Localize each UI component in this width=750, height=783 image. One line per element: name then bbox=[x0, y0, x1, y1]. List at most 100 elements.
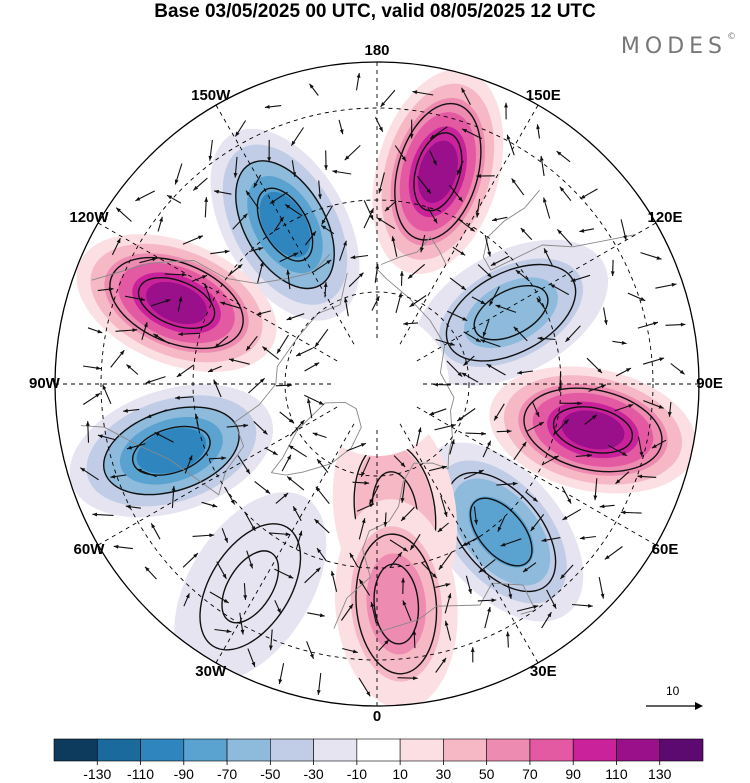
wind-arrow bbox=[243, 583, 248, 600]
wind-arrow bbox=[420, 234, 426, 253]
coastline bbox=[482, 189, 636, 271]
wind-arrow bbox=[264, 447, 278, 456]
coastline bbox=[270, 401, 362, 476]
wind-arrow bbox=[360, 457, 371, 478]
wind-arrow bbox=[154, 431, 174, 443]
meridian bbox=[416, 222, 657, 362]
contour-fill bbox=[464, 277, 558, 349]
height-contour bbox=[523, 387, 663, 473]
anomaly-neg-150w-trough bbox=[210, 128, 360, 321]
coastline bbox=[333, 268, 455, 629]
wind-arrow bbox=[541, 611, 552, 629]
wind-arrow bbox=[113, 544, 133, 550]
wind-arrow bbox=[477, 264, 493, 278]
height-contour bbox=[137, 276, 216, 330]
wind-arrow bbox=[486, 363, 506, 376]
coastline bbox=[80, 272, 348, 496]
wind-arrow bbox=[182, 552, 199, 568]
wind-arrow bbox=[139, 257, 158, 264]
wind-arrow bbox=[214, 628, 232, 633]
wind-arrow bbox=[584, 414, 598, 425]
wind-arrow bbox=[461, 87, 471, 106]
wind-arrow bbox=[637, 321, 659, 329]
wind-arrow bbox=[358, 677, 371, 697]
anomaly-neg-40w-weak bbox=[174, 492, 327, 682]
wind-arrow bbox=[183, 593, 190, 607]
meridian bbox=[416, 406, 657, 546]
wind-arrow bbox=[457, 218, 476, 232]
wind-arrow bbox=[667, 401, 672, 417]
meridian bbox=[215, 423, 355, 664]
wind-arrow bbox=[456, 160, 464, 176]
wind-arrow bbox=[637, 436, 644, 457]
wind-arrow bbox=[603, 307, 608, 325]
wind-arrow bbox=[320, 224, 335, 235]
wind-arrow bbox=[85, 421, 90, 443]
wind-arrow bbox=[490, 255, 510, 267]
wind-arrow bbox=[227, 263, 243, 277]
wind-arrow bbox=[290, 127, 304, 147]
wind-arrow bbox=[586, 357, 603, 374]
wind-arrow bbox=[593, 478, 598, 501]
wind-arrow bbox=[221, 528, 229, 543]
wind-arrow bbox=[461, 372, 479, 383]
longitude-label-lon-120e: 120E bbox=[647, 208, 683, 226]
wind-arrow bbox=[444, 593, 452, 614]
modes-logo: MODES© bbox=[621, 32, 736, 59]
wind-arrow bbox=[610, 259, 615, 277]
wind-arrow bbox=[245, 190, 260, 209]
wind-arrow bbox=[614, 403, 634, 412]
wind-arrow bbox=[157, 216, 163, 232]
wind-arrow bbox=[224, 486, 236, 505]
wind-arrow bbox=[346, 442, 367, 452]
wind-arrow bbox=[316, 547, 327, 562]
wind-arrow bbox=[565, 325, 581, 343]
wind-arrow bbox=[87, 327, 103, 334]
height-contour bbox=[552, 406, 634, 454]
wind-arrow bbox=[559, 401, 583, 406]
wind-arrow bbox=[210, 249, 230, 255]
wind-arrow bbox=[316, 458, 329, 473]
wind-arrow bbox=[201, 501, 218, 508]
wind-arrow bbox=[176, 364, 195, 378]
reference-vector-label: 10 bbox=[666, 684, 680, 698]
wind-arrow bbox=[274, 568, 294, 579]
wind-arrow bbox=[607, 444, 628, 457]
wind-vectors bbox=[79, 72, 686, 697]
wind-arrow bbox=[520, 227, 533, 241]
anomaly-pos-90e-ridge bbox=[489, 366, 697, 494]
wind-arrow bbox=[438, 551, 453, 571]
wind-arrow bbox=[642, 357, 665, 365]
wind-arrow bbox=[615, 471, 630, 485]
wind-arrow bbox=[448, 184, 464, 202]
height-contour bbox=[394, 102, 482, 241]
wind-arrow bbox=[480, 339, 501, 348]
wind-arrow bbox=[637, 474, 657, 479]
wind-arrow bbox=[525, 491, 538, 503]
wind-arrow bbox=[316, 672, 322, 695]
wind-arrow bbox=[234, 120, 247, 137]
wind-arrow bbox=[177, 296, 183, 312]
wind-arrow bbox=[268, 532, 291, 537]
wind-arrow bbox=[318, 180, 322, 200]
wind-arrow bbox=[314, 328, 329, 348]
wind-arrow bbox=[640, 252, 662, 260]
colorbar-tick-label: 90 bbox=[565, 766, 581, 782]
latitude-circle bbox=[284, 291, 470, 477]
wind-arrow bbox=[484, 234, 491, 257]
wind-arrow bbox=[125, 504, 141, 509]
wind-arrow bbox=[435, 583, 451, 588]
wind-arrow bbox=[516, 605, 539, 612]
wind-arrow bbox=[269, 629, 273, 651]
wind-arrow bbox=[435, 338, 455, 346]
wind-arrow bbox=[371, 295, 380, 311]
colorbar-tick-label: 30 bbox=[435, 766, 452, 782]
wind-arrow bbox=[226, 423, 249, 428]
wind-arrow bbox=[615, 367, 632, 377]
longitude-label-lon-180: 180 bbox=[364, 42, 390, 60]
wind-arrow bbox=[304, 362, 320, 372]
wind-arrow bbox=[384, 200, 397, 212]
coastline bbox=[91, 253, 331, 284]
wind-arrow bbox=[380, 89, 396, 108]
